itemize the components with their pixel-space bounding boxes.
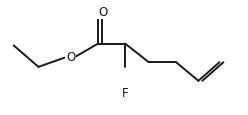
Text: O: O (66, 51, 75, 64)
Text: F: F (122, 86, 128, 99)
Text: O: O (98, 6, 108, 19)
